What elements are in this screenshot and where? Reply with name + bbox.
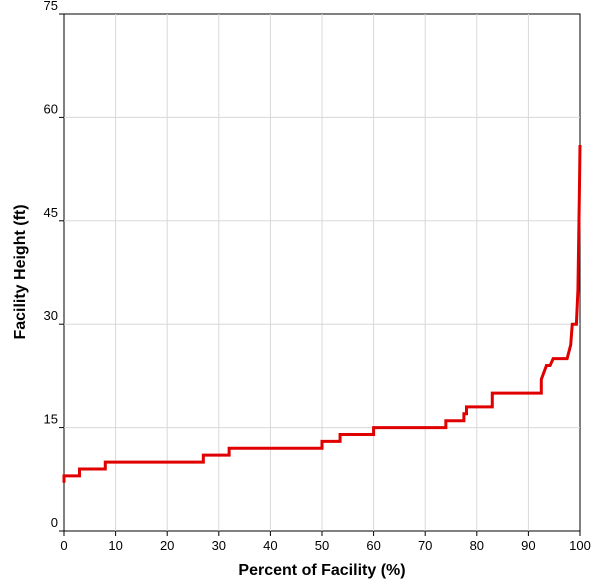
x-tick-label: 10: [108, 538, 122, 553]
y-axis-ticks: 0 15 30 45 60 75: [44, 0, 64, 532]
y-tick-label: 60: [44, 101, 58, 116]
x-tick-label: 40: [263, 538, 277, 553]
series-layer: [62, 144, 582, 483]
gridlines: [64, 14, 580, 531]
y-tick-label: 45: [44, 205, 58, 220]
x-tick-label: 100: [569, 538, 591, 553]
x-tick-label: 70: [418, 538, 432, 553]
x-tick-label: 80: [470, 538, 484, 553]
y-tick-label: 30: [44, 308, 58, 323]
x-tick-label: 90: [521, 538, 535, 553]
x-axis-ticks: 0 10 20 30 40 50 60 70 80 90 100: [60, 531, 591, 553]
y-tick-label: 75: [44, 0, 58, 13]
x-tick-label: 60: [366, 538, 380, 553]
x-tick-label: 30: [212, 538, 226, 553]
y-axis-title: Facility Height (ft): [12, 204, 29, 339]
x-axis-title: Percent of Facility (%): [238, 562, 405, 579]
x-tick-label: 0: [60, 538, 67, 553]
y-tick-label: 15: [44, 412, 58, 427]
series-line-0: [62, 144, 582, 483]
x-tick-label: 20: [160, 538, 174, 553]
x-tick-label: 50: [315, 538, 329, 553]
y-tick-label: 0: [51, 515, 58, 530]
